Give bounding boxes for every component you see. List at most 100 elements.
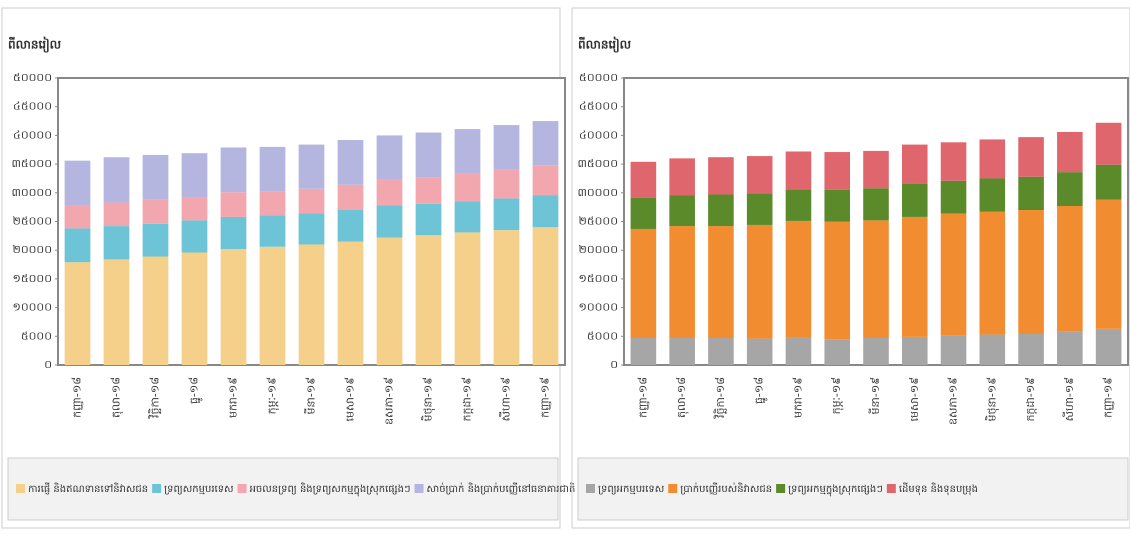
bar-segment [415,177,442,204]
bar-segment [785,151,812,190]
bar-segment [708,338,734,365]
y-tick-label: ១០០០០ [579,301,618,314]
bar-segment [337,241,364,365]
bar-segment [1095,122,1122,165]
bar-segment [669,338,695,365]
bar-segment [532,121,559,166]
bar-segment [1095,164,1122,200]
legend-label: អចលនទ្រព្យ និងទ្រព្យសកម្មក្នុងស្រុកផ្សេង… [250,482,411,497]
bar-segment [863,220,889,339]
bar-segment [1018,137,1044,177]
bar-segment [454,201,481,233]
x-tick-label: មីនា-១៩ [304,377,318,415]
x-tick-label: ឧសភា-១៩ [383,377,396,425]
legend-label: ទ្រព្យសកម្មបរទេស [164,484,234,495]
bar-segment [493,230,520,365]
bar-segment [746,156,773,194]
bar-segment [337,210,364,242]
x-tick-label: កក្កដា-១៩ [461,377,474,422]
bar-segment [746,224,773,339]
bar-segment [785,189,812,221]
bar-segment [337,184,364,211]
bar-segment [901,144,928,184]
legend-swatch [237,484,247,493]
bar-segment [746,338,773,365]
y-tick-label: ១៥០០០ [579,272,618,285]
bar-segment [181,197,208,221]
y-tick-label: ៣០០០០ [577,186,618,199]
bar-segment [376,237,403,365]
bar-segment [64,262,91,365]
x-tick-label: មេសា-១៩ [344,377,357,422]
x-tick-label: មេសា-១៩ [908,377,921,422]
y-axis-title: ពីលានរៀល [8,37,62,54]
y-tick-label: ៥០០០០ [13,71,52,84]
bar-segment [493,198,520,231]
x-tick-label: កញ្ញា-១៨ [71,377,84,418]
bar-segment [1057,331,1083,365]
legend-swatch [586,484,595,493]
bar-segment [630,338,657,365]
y-axis-title: ពីលានរៀល [578,37,632,54]
bar-segment [1057,172,1083,207]
bar-segment [142,256,169,365]
bar-segment [708,157,734,195]
y-tick-label: ២០០០០ [579,243,618,256]
bar-segment [785,220,812,338]
bar-segment [824,152,851,190]
bar-segment [824,189,851,222]
bar-segment [824,221,851,340]
bar-segment [259,215,286,247]
bar-segment [142,199,169,224]
legend-box [7,457,559,521]
x-tick-label: កក្កដា-១៩ [1024,377,1037,422]
bar-segment [1057,131,1083,173]
x-tick-label: មិថុនា-១៩ [421,377,436,422]
legend-label: សាច់ប្រាក់ និងប្រាក់បញ្ញើនៅធនាគារជាតិ [427,482,576,495]
bar-segment [493,125,520,170]
panel-border [571,7,1130,529]
x-tick-label: តុលា-១៨ [110,377,124,418]
y-tick-label: ៤៥០០០ [579,100,618,113]
bar-segment [1018,334,1044,365]
x-tick-label: ឧសភា-១៩ [947,377,960,425]
y-tick-label: ៤៥០០០ [13,100,52,113]
bar-segment [415,132,442,178]
bar-segment [863,338,889,365]
bar-segment [669,158,695,196]
bar-segment [142,223,169,257]
legend-swatch [886,484,896,493]
x-tick-label: តុលា-១៨ [675,377,689,418]
bar-segment [901,216,928,337]
bar-segment [181,220,208,253]
y-tick-label: ២៥០០០ [13,215,52,228]
legend-label: ការផ្ញើ និងឥណទានទៅនិវាសជន [28,482,148,495]
bar-segment [940,142,967,181]
bar-segment [708,194,734,227]
bar-segment [940,335,967,365]
bar-segment [259,146,286,192]
bar-segment [630,197,657,229]
bar-segment [669,226,695,339]
bar-segment [901,336,928,365]
bar-segment [979,139,1006,179]
y-tick-label: ៤០០០០ [13,128,52,141]
legend-label: ប្រាក់បញ្ញើរបស់និវាសជន [680,482,772,495]
bar-segment [64,228,91,263]
bar-segment [64,205,91,229]
bar-segment [103,259,130,365]
bar-segment [863,188,889,221]
bar-segment [979,178,1006,212]
y-tick-label: ០ [44,358,52,371]
bar-segment [259,191,286,216]
bar-segment [220,192,247,217]
bar-segment [298,213,325,245]
bar-segment [863,150,889,189]
bar-segment [376,135,403,180]
legend-swatch [16,484,25,493]
bar-segment [454,129,481,174]
bar-segment [940,180,967,214]
bar-segment [103,226,130,260]
bar-segment [337,139,364,185]
y-tick-label: ១០០០០ [13,301,52,314]
